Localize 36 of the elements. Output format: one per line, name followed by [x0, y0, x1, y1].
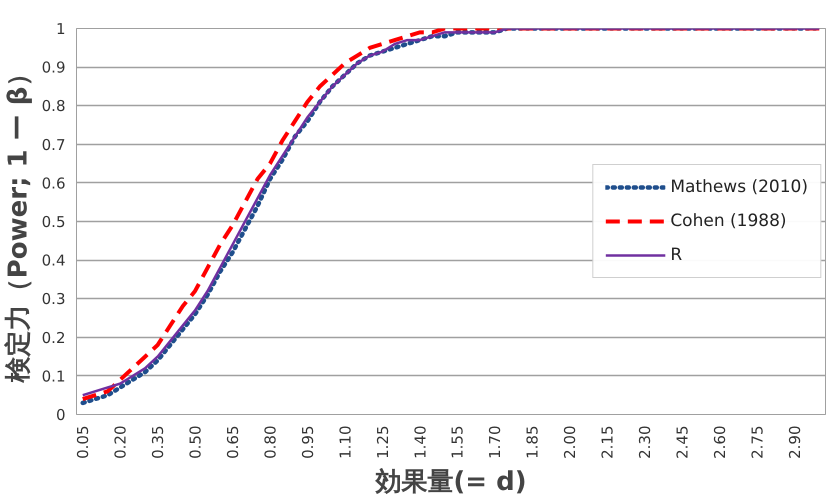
- x-tick-label: 1.55: [448, 425, 467, 459]
- x-tick-label: 2.00: [561, 425, 580, 459]
- x-tick-label: 1.85: [524, 425, 542, 459]
- y-tick-label: 0.7: [42, 136, 66, 154]
- x-tick-label: 0.50: [186, 425, 205, 459]
- x-tick-label: 0.65: [224, 425, 242, 459]
- x-axis-title: 効果量(= d): [374, 466, 527, 497]
- x-tick-label: 0.35: [149, 425, 168, 459]
- y-tick-label: 0.3: [42, 290, 66, 308]
- x-tick-label: 2.60: [710, 425, 729, 459]
- x-tick-label: 2.45: [673, 425, 692, 459]
- x-tick-label: 1.10: [336, 425, 354, 459]
- y-tick-label: 0.1: [42, 367, 66, 386]
- y-tick-label: 0.8: [42, 97, 66, 116]
- x-tick-label: 1.70: [486, 425, 504, 459]
- x-tick-label: 1.25: [374, 425, 392, 459]
- x-tick-label: 2.90: [786, 425, 804, 459]
- legend-label: Mathews (2010): [670, 177, 808, 197]
- y-tick-label: 0.9: [42, 58, 66, 77]
- x-tick-label: 2.75: [748, 425, 766, 459]
- y-tick-label: 0.6: [42, 174, 66, 192]
- y-tick-label: 0.2: [42, 328, 66, 347]
- y-axis-title: 検定力（Power; 1 ー β）: [4, 60, 34, 384]
- x-tick-label: 0.20: [112, 425, 130, 459]
- x-tick-label: 1.40: [411, 425, 430, 459]
- x-tick-label: 0.95: [298, 425, 317, 459]
- y-tick-label: 0: [56, 406, 66, 424]
- y-tick-label: 1: [56, 20, 66, 38]
- y-tick-label: 0.4: [42, 252, 66, 270]
- x-tick-label: 2.30: [636, 425, 654, 459]
- y-tick-label: 0.5: [42, 213, 66, 231]
- x-tick-label: 2.15: [598, 425, 617, 459]
- x-tick-label: 0.05: [74, 425, 92, 459]
- legend-label: R: [670, 245, 684, 265]
- x-tick-label: 0.80: [261, 425, 280, 459]
- legend-label: Cohen (1988): [670, 211, 787, 231]
